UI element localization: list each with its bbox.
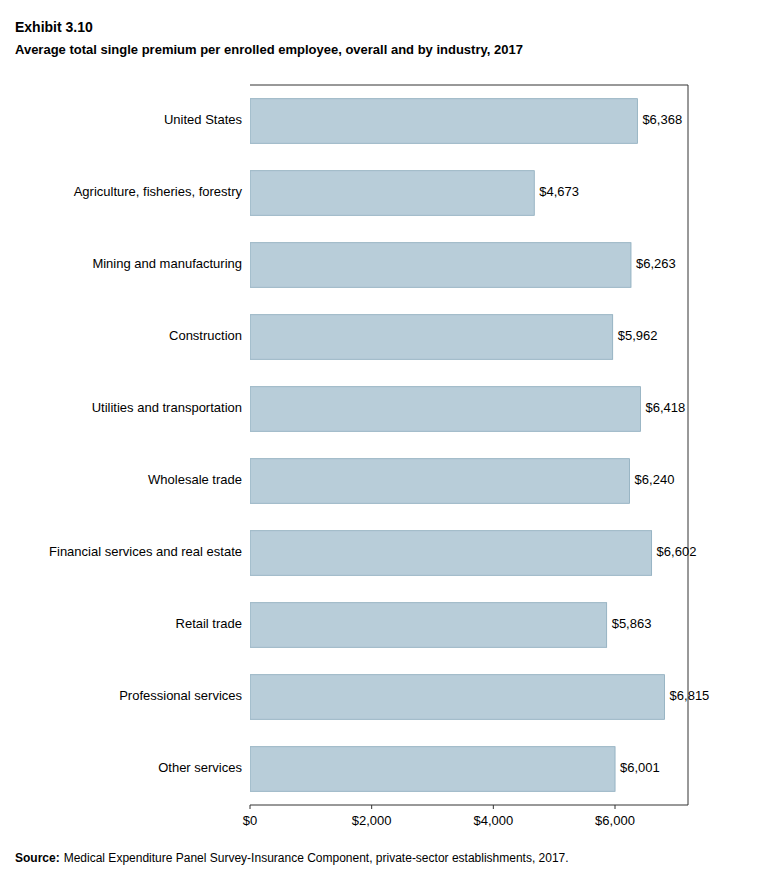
tick-mark <box>493 805 494 809</box>
tick-label: $4,000 <box>473 813 513 828</box>
category-label: Construction <box>169 328 242 343</box>
bar <box>250 99 637 144</box>
source-note: Source: Medical Expenditure Panel Survey-… <box>15 851 569 865</box>
bar <box>250 171 534 216</box>
bar <box>250 315 613 360</box>
bar <box>250 675 665 720</box>
category-label: Professional services <box>119 688 242 703</box>
bar <box>250 459 630 504</box>
category-label: Retail trade <box>176 616 242 631</box>
bar <box>250 387 640 432</box>
annotation: Medical Expenditure Panel Survey-Insuran… <box>64 851 569 865</box>
x-axis-line <box>250 805 688 806</box>
category-label: Financial services and real estate <box>49 544 242 559</box>
data-label: $6,418 <box>645 400 685 415</box>
data-label: $6,240 <box>635 472 675 487</box>
category-label: United States <box>164 112 243 127</box>
data-label: $5,863 <box>612 616 652 631</box>
category-label: Other services <box>158 760 242 775</box>
bar <box>250 243 631 288</box>
data-label: $5,962 <box>618 328 658 343</box>
data-label: $6,602 <box>657 544 697 559</box>
data-label: $6,368 <box>642 112 682 127</box>
data-label: $6,263 <box>636 256 676 271</box>
annotation: Source: <box>15 851 60 865</box>
bar <box>250 531 652 576</box>
category-label: Utilities and transportation <box>92 400 242 415</box>
tick-mark <box>615 805 616 809</box>
frame-top <box>250 85 688 86</box>
tick-label: $0 <box>243 813 257 828</box>
bar <box>250 747 615 792</box>
category-label: Mining and manufacturing <box>92 256 242 271</box>
subtitle: Average total single premium per enrolle… <box>15 42 523 57</box>
bar <box>250 603 607 648</box>
data-label: $4,673 <box>539 184 579 199</box>
tick-mark <box>371 805 372 809</box>
title: Exhibit 3.10 <box>15 19 93 35</box>
data-label: $6,001 <box>620 760 660 775</box>
chart: Exhibit 3.10 Average total single premium… <box>0 0 758 883</box>
chart-container: Exhibit 3.10 Average total single premium… <box>0 0 758 883</box>
bars <box>250 99 665 792</box>
tick-label: $2,000 <box>352 813 392 828</box>
category-label: Agriculture, fisheries, forestry <box>74 184 243 199</box>
category-label: Wholesale trade <box>148 472 242 487</box>
data-label: $6,815 <box>670 688 710 703</box>
tick-label: $6,000 <box>595 813 635 828</box>
tick-mark <box>250 805 251 809</box>
